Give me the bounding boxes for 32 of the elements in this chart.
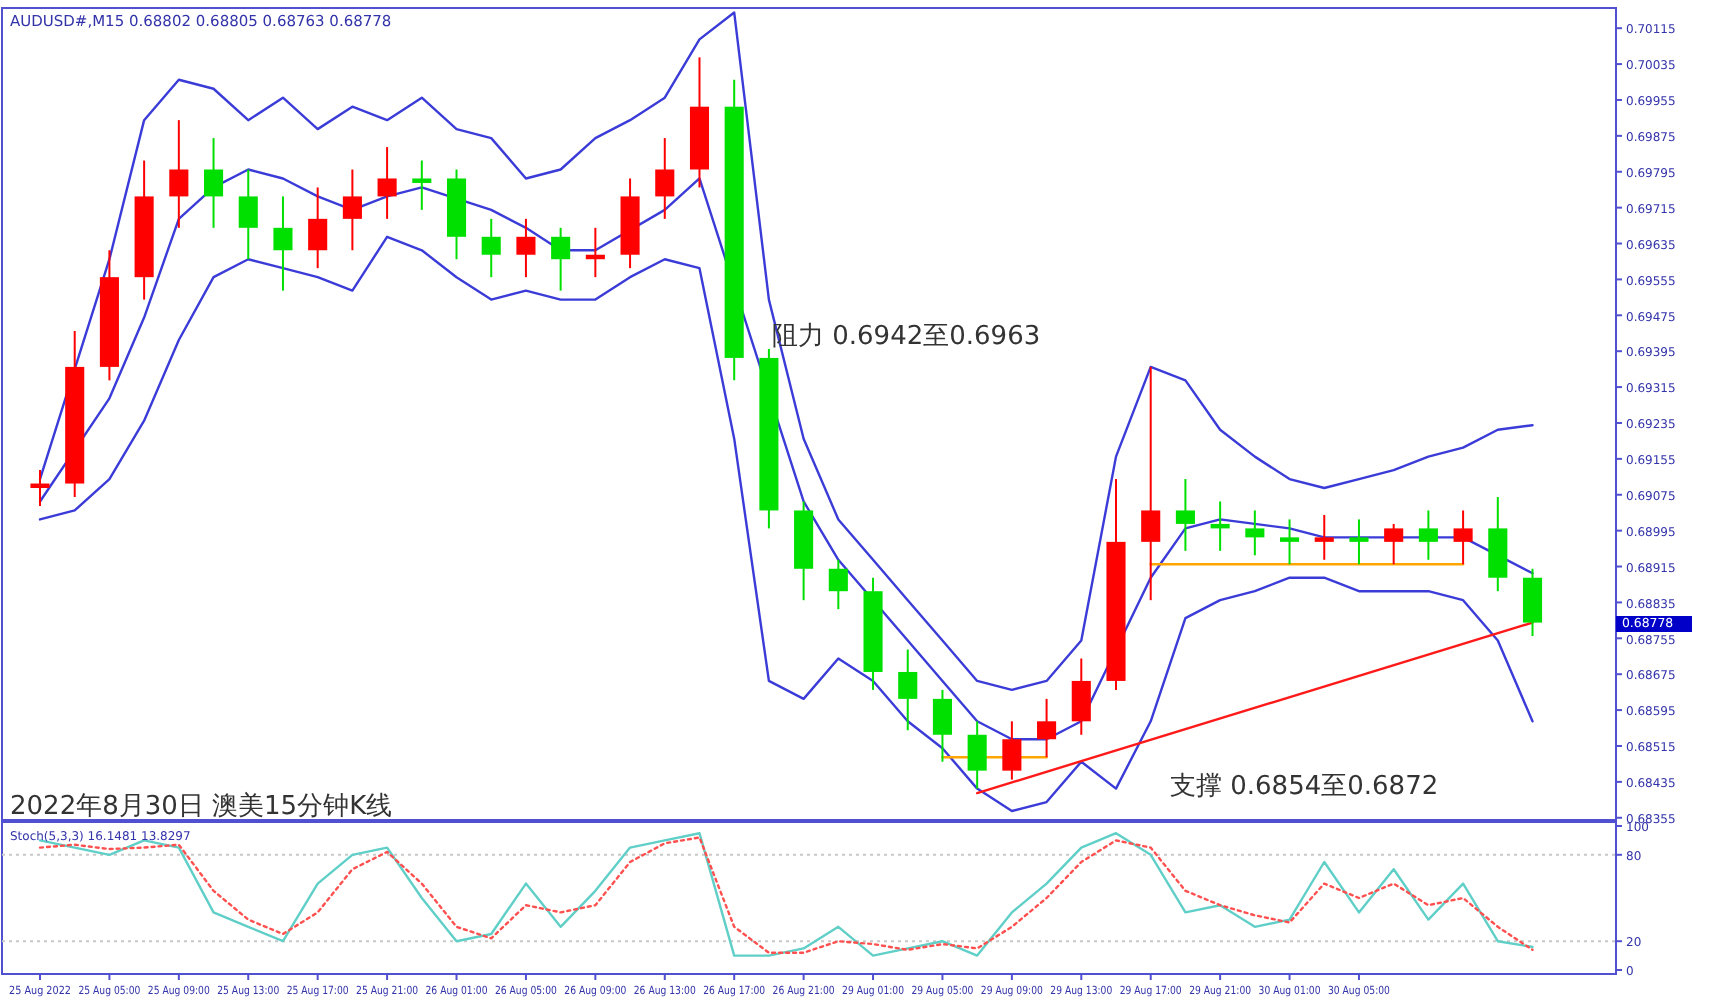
candlestick <box>169 119 189 229</box>
candlestick <box>273 195 293 292</box>
candlestick <box>481 217 501 279</box>
candlestick <box>1002 720 1022 781</box>
candlestick <box>1037 697 1057 759</box>
candlestick <box>516 217 536 279</box>
candlestick <box>1141 365 1161 602</box>
candlestick <box>1522 567 1543 638</box>
candlestick <box>238 168 258 261</box>
candlestick <box>932 688 952 763</box>
candlestick <box>308 186 328 270</box>
candlestick <box>967 720 987 790</box>
candlestick <box>828 558 848 611</box>
annotation: 支撑 0.6854至0.6872 <box>1170 772 1439 802</box>
candlestick <box>204 137 224 229</box>
candlestick <box>1175 478 1195 552</box>
candlestick <box>1245 509 1265 557</box>
candlestick <box>1349 518 1369 566</box>
candlestick <box>412 159 432 211</box>
candlestick <box>1418 509 1438 561</box>
candlestick <box>1071 657 1091 736</box>
candlestick <box>655 137 675 220</box>
candlestick <box>377 146 397 220</box>
annotation: 2022年8月30日 澳美15分钟K线 <box>10 790 393 822</box>
candlestick <box>1280 518 1300 566</box>
candlestick <box>898 648 918 732</box>
candlestick <box>551 226 571 292</box>
candlestick <box>1384 522 1404 566</box>
candlestick <box>1453 509 1473 566</box>
candlestick <box>30 469 50 507</box>
candlestick <box>342 168 362 252</box>
candlestick <box>1314 513 1334 561</box>
